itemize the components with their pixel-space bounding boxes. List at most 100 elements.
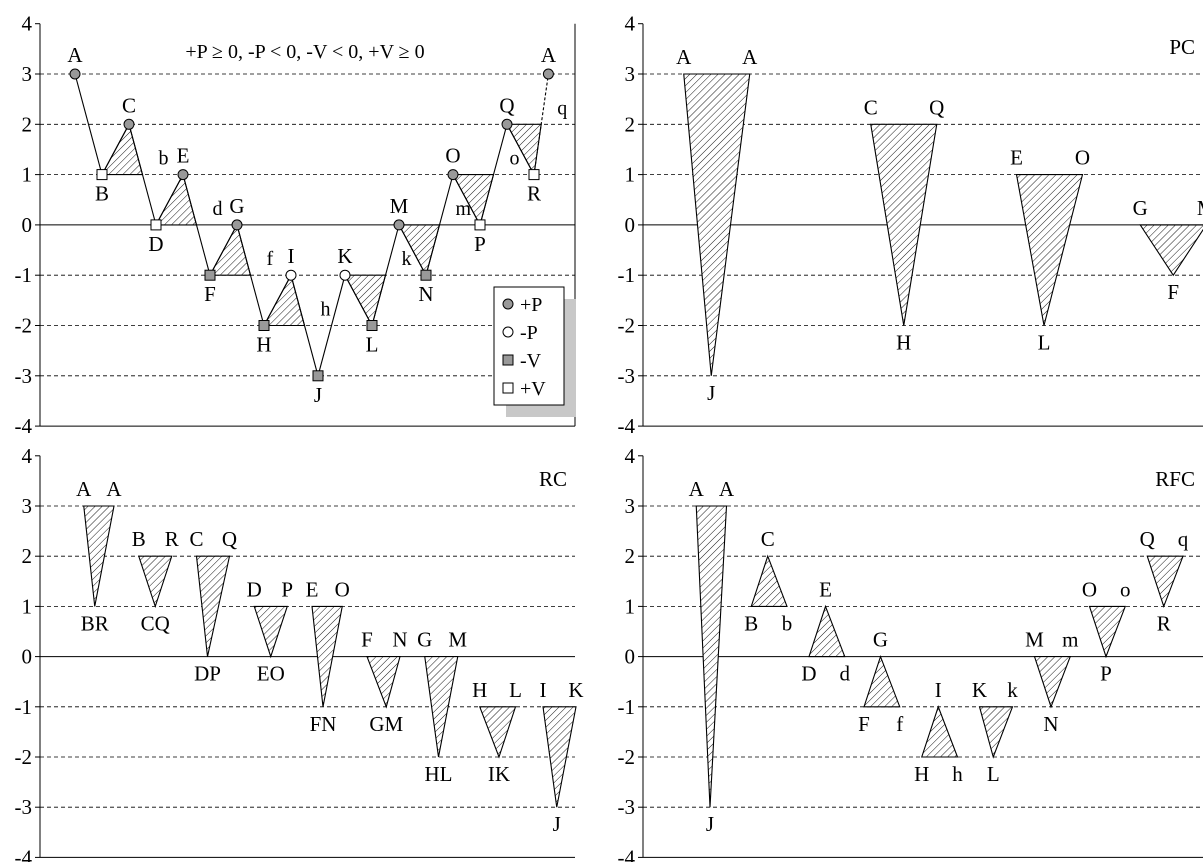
- rc-panel-title: RC: [539, 467, 567, 491]
- history-point-marker: [312, 370, 324, 382]
- rc-ytick-label: 1: [22, 594, 33, 618]
- rfc-triangle: [920, 705, 959, 758]
- pc-triangle-left-label: A: [676, 45, 692, 69]
- history-point-label: N: [418, 282, 433, 306]
- history-segment: [533, 73, 549, 175]
- sign-convention-note: +P ≥ 0, -P < 0, -V < 0, +V ≥ 0: [185, 41, 424, 63]
- rfc-triangle-left-label: B: [744, 611, 758, 635]
- rfc-ytick-label: -3: [618, 795, 636, 819]
- rc-triangle-tip-label: IK: [488, 762, 510, 786]
- history-segment: [263, 274, 292, 326]
- history-point-label: I: [288, 244, 295, 268]
- history-segment: [128, 124, 157, 226]
- rfc-triangle-left-label: A: [689, 477, 705, 501]
- rc-triangle-right-label: P: [281, 577, 293, 601]
- pc-ytick-label: 1: [625, 163, 636, 187]
- history-point-marker: [231, 219, 243, 231]
- history-point-label: H: [256, 333, 271, 357]
- history-point-marker: [474, 219, 486, 231]
- rc-triangle-right-label: O: [335, 577, 350, 601]
- pc-triangle: [1015, 174, 1084, 326]
- history-segment: [398, 224, 427, 276]
- history-segment: [236, 224, 265, 326]
- cycle-label: m: [456, 198, 472, 220]
- legend-label: +V: [520, 378, 546, 400]
- rfc-triangle-tip-label: E: [819, 577, 832, 601]
- rc-triangle-tip-label: HL: [425, 762, 453, 786]
- history-point-marker: [285, 269, 297, 281]
- pc-triangle-tip-label: H: [896, 331, 911, 355]
- history-point-label: M: [390, 194, 409, 218]
- cycle-label: q: [557, 97, 567, 119]
- cycle-label: d: [213, 198, 223, 220]
- rfc-triangle-tip-label: J: [706, 812, 714, 836]
- rfc-triangle: [808, 604, 846, 658]
- rc-triangle-right-label: N: [392, 628, 407, 652]
- history-point-marker: [528, 169, 540, 181]
- history-point-label: D: [148, 232, 163, 256]
- history-point-marker: [204, 269, 216, 281]
- rfc-triangle: [1033, 656, 1072, 709]
- rc-triangle: [478, 706, 517, 759]
- pc-triangle: [870, 123, 938, 326]
- history-point-label: K: [337, 244, 352, 268]
- rc-triangle: [311, 605, 343, 707]
- rfc-triangle-tip-label: L: [987, 762, 1000, 786]
- pc-triangle-tip-label: J: [707, 381, 715, 405]
- rc-triangle-left-label: D: [247, 577, 262, 601]
- history-ytick-label: 3: [22, 62, 33, 86]
- rfc-triangle-left-label: K: [972, 678, 987, 702]
- pc-ytick-label: 2: [625, 112, 636, 136]
- rfc-triangle-right-label: m: [1062, 628, 1078, 652]
- rfc-triangle: [695, 505, 728, 808]
- history-point-marker: [177, 169, 189, 181]
- rfc-triangle-right-label: o: [1120, 577, 1131, 601]
- history-point-label: C: [122, 93, 136, 117]
- rfc-triangle-tip-label: G: [873, 628, 888, 652]
- rc-triangle: [253, 605, 289, 659]
- rfc-triangle: [1088, 605, 1127, 659]
- rc-triangle-tip-label: BR: [81, 611, 109, 635]
- rc-ytick-label: 3: [22, 494, 33, 518]
- history-point-marker: [393, 219, 405, 231]
- rfc-ytick-label: 0: [625, 645, 636, 669]
- rfc-triangle: [978, 706, 1014, 759]
- rfc-triangle-right-label: A: [719, 477, 735, 501]
- rc-ytick-label: -4: [15, 845, 33, 862]
- history-ytick-label: 0: [22, 213, 33, 237]
- rfc-triangle-right-label: k: [1007, 678, 1018, 702]
- history-ytick-label: -1: [15, 263, 33, 287]
- rc-triangle-left-label: H: [472, 678, 487, 702]
- history-point-marker: [366, 320, 378, 331]
- cycle-triangle: [344, 274, 387, 327]
- rfc-triangle: [1146, 555, 1184, 609]
- pc-triangle-tip-label: F: [1167, 280, 1179, 304]
- history-segment: [506, 124, 535, 175]
- rfc-triangle-tip-label: N: [1043, 712, 1058, 736]
- rc-ytick-label: -3: [15, 795, 33, 819]
- rfc-triangle: [750, 554, 788, 607]
- history-point-label: B: [95, 182, 109, 206]
- history-point-label: Q: [499, 93, 514, 117]
- rfc-triangle-right-label: b: [782, 611, 793, 635]
- rc-triangle: [137, 555, 173, 609]
- legend-label: +P: [520, 294, 542, 316]
- history-point-label: E: [177, 144, 190, 168]
- history-point-label: R: [527, 182, 541, 206]
- pc-triangle-right-label: Q: [929, 95, 944, 119]
- legend-marker: [502, 382, 514, 394]
- legend-marker: [502, 354, 514, 366]
- cycle-triangle: [263, 273, 306, 327]
- rfc-triangle-right-label: q: [1178, 527, 1189, 551]
- rc-triangle-tip-label: EO: [257, 662, 285, 686]
- history-segment: [425, 174, 454, 276]
- rc-triangle-tip-label: GM: [369, 712, 403, 736]
- rc-triangle-tip-label: J: [553, 812, 561, 836]
- history-point-label: F: [204, 282, 216, 306]
- pc-triangle-left-label: E: [1010, 146, 1023, 170]
- cycle-triangle: [209, 223, 252, 276]
- history-point-label: L: [366, 333, 379, 357]
- rc-triangle: [83, 505, 115, 607]
- rc-triangle-tip-label: DP: [194, 662, 221, 686]
